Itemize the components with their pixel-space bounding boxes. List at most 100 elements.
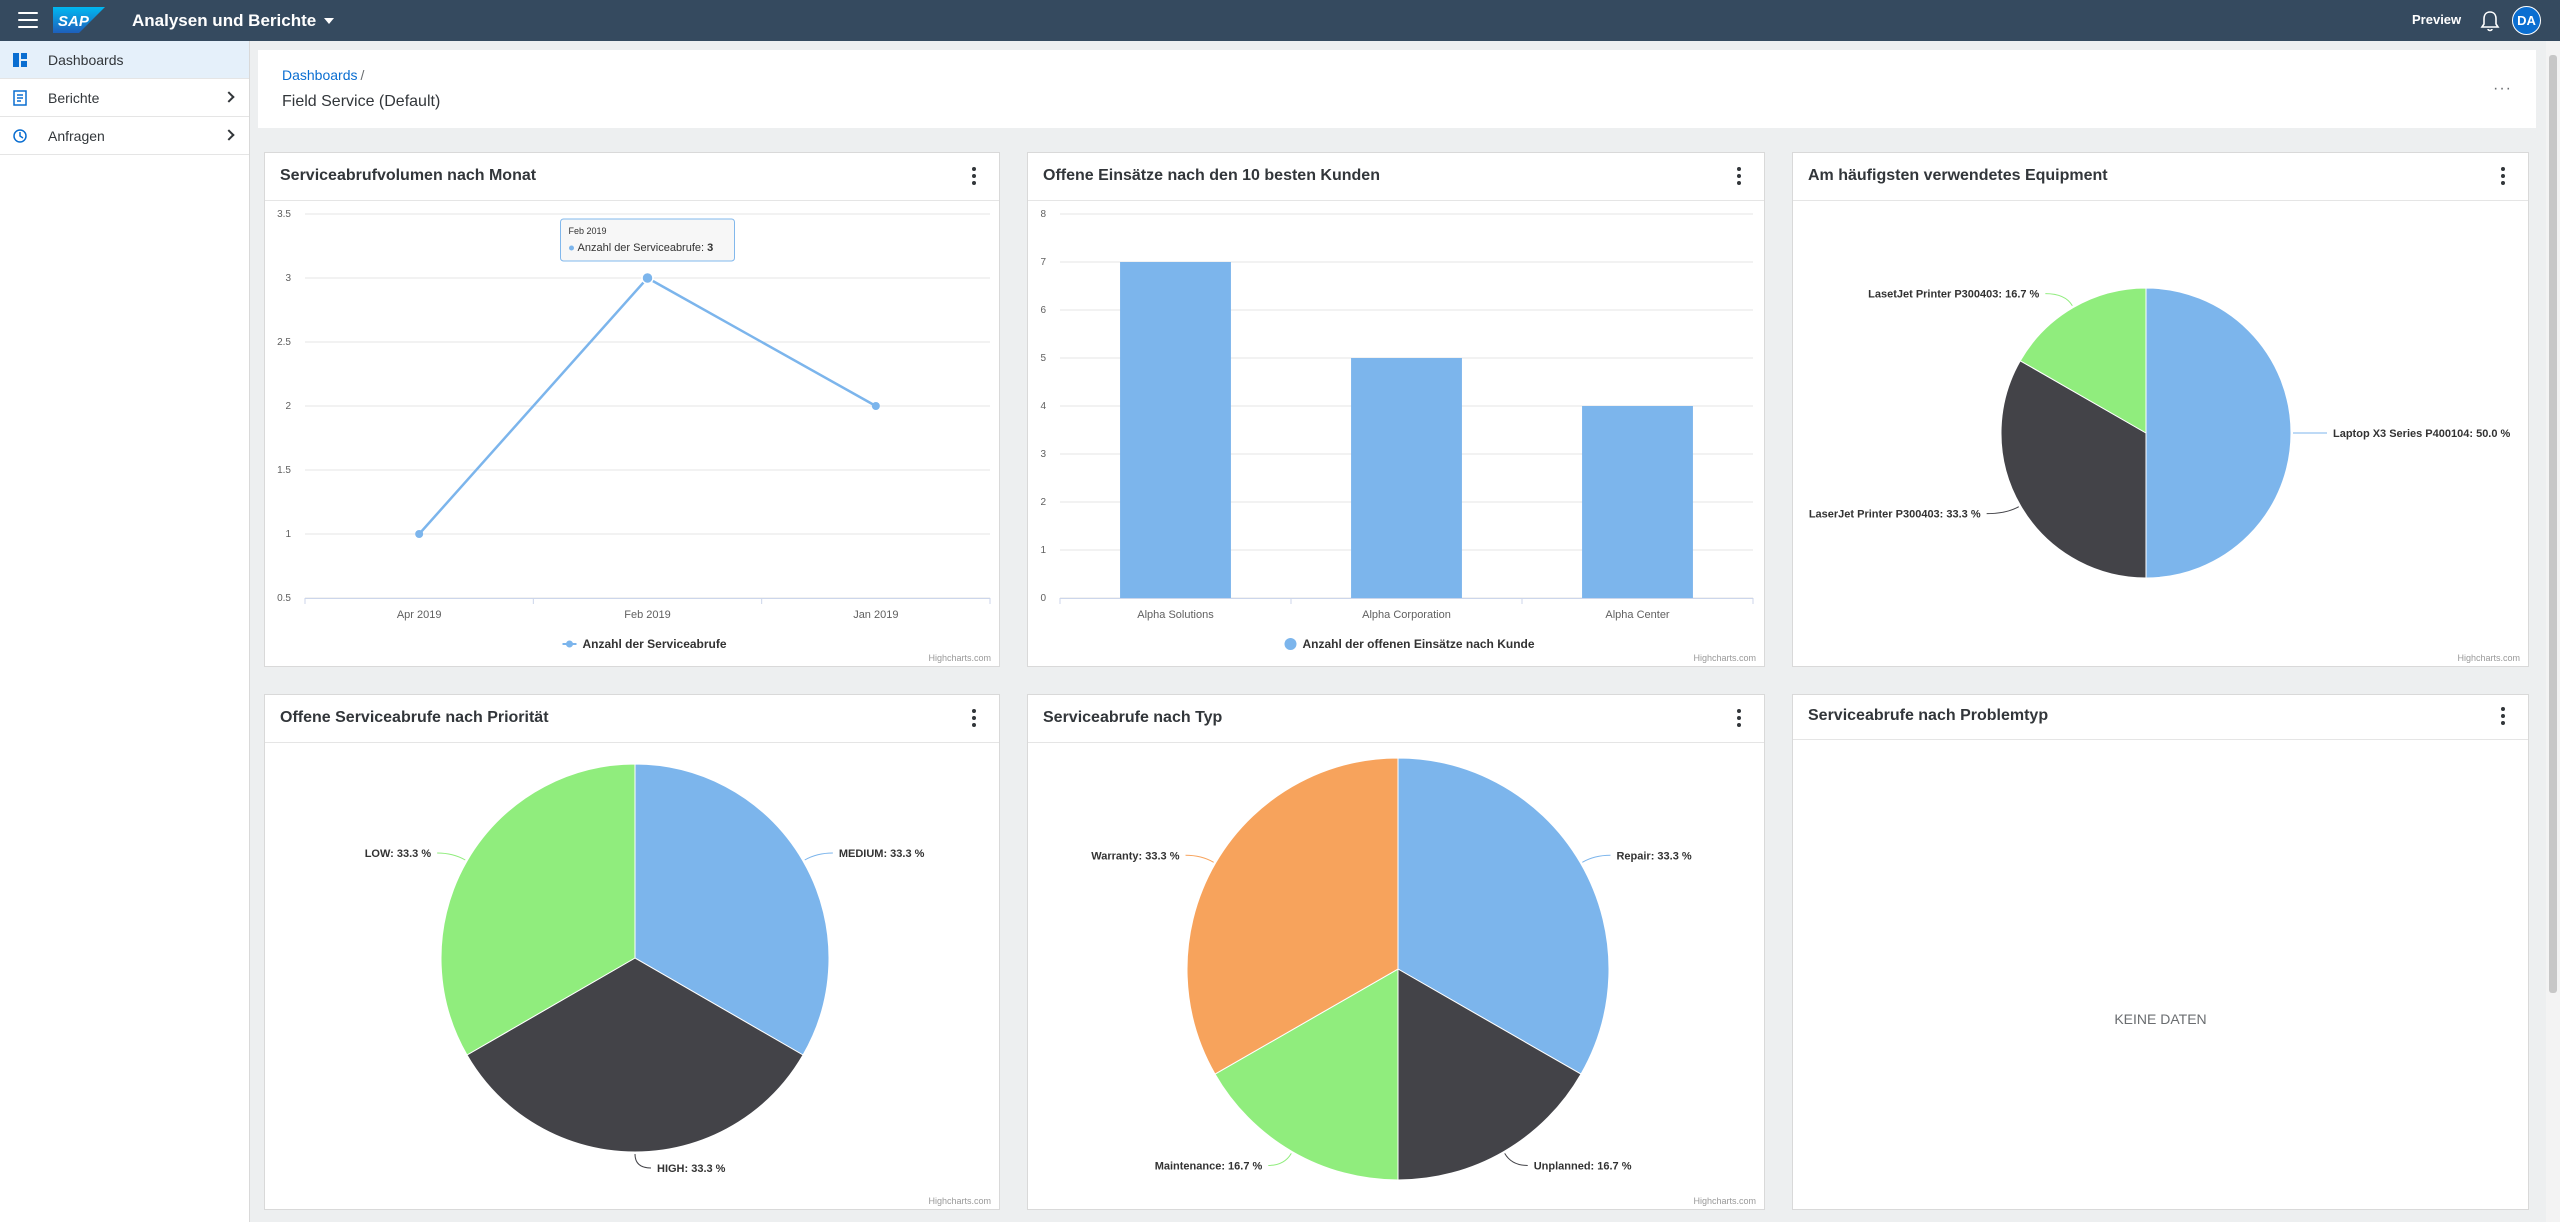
pie-slice — [2145, 287, 2292, 579]
pie-slice — [1214, 968, 1399, 1181]
card-header: Serviceabrufvolumen nach Monat — [265, 153, 999, 201]
x-tick-label: Alpha Solutions — [1137, 609, 1214, 621]
legend-marker — [1284, 638, 1297, 650]
card-body: 0 1 2 3 4 5 6 7 8 Alpha Solutions Alpha Corporatio… — [1028, 202, 1764, 666]
card-title: Serviceabrufe nach Typ — [1043, 709, 1223, 726]
card-body: KEINE DATEN — [1793, 741, 2528, 1209]
pie-chart: Repair: 33.3 % Unplanned: 16.7 % Maintenan… — [1091, 757, 1692, 1181]
card-header: Serviceabrufe nach Typ — [1028, 695, 1764, 743]
connector-line — [1504, 1153, 1528, 1166]
data-label: Repair: 33.3 % — [1616, 850, 1691, 862]
chevron-right-icon — [223, 91, 235, 103]
sidebar-item-label: Dashboards — [48, 51, 124, 68]
preview-button[interactable]: Preview — [2412, 12, 2462, 27]
tooltip-box — [560, 218, 735, 262]
more-options-button[interactable]: ··· — [2493, 80, 2512, 97]
scrollbar-thumb[interactable] — [2549, 55, 2557, 993]
pie-chart: Laptop X3 Series P400104: 50.0 % LaserJet… — [1809, 287, 2511, 579]
kebab-menu-icon[interactable] — [1736, 167, 1742, 187]
scrollbar[interactable] — [2546, 41, 2560, 1222]
card-header: Offene Einsätze nach den 10 besten Kunde… — [1028, 153, 1764, 201]
y-tick-label: 0.5 — [277, 593, 291, 604]
kebab-menu-icon[interactable] — [971, 709, 977, 729]
bar-chart: 0 1 2 3 4 5 6 7 8 Alpha Solutions Alpha Corporatio… — [1040, 209, 1754, 651]
card-header: Serviceabrufe nach Problemtyp — [1793, 695, 2528, 740]
sidebar-item-label: Anfragen — [48, 127, 105, 144]
x-tick-label: Apr 2019 — [397, 609, 442, 621]
y-tick-label: 4 — [1040, 401, 1046, 412]
connector-line — [437, 852, 466, 861]
side-navigation: Dashboards Berichte Anfragen — [0, 41, 250, 1222]
chart-credits[interactable]: Highcharts.com — [928, 653, 991, 663]
kebab-menu-icon[interactable] — [1736, 709, 1742, 729]
card-equipment: Am häufigsten verwendetes Equipment Lapt… — [1792, 152, 2529, 667]
y-tick-label: 0 — [1040, 593, 1046, 604]
connector-line — [804, 852, 833, 861]
app-title-menu[interactable]: Analysen und Berichte — [132, 11, 335, 31]
card-body: MEDIUM: 33.3 % HIGH: 33.3 % LOW: 33.3 % Hi… — [265, 744, 999, 1209]
line-chart: 0.5 1 1.5 2 2.5 3 3.5 Apr 2019 Feb 2019 Jan 2019 F… — [277, 209, 991, 651]
breadcrumb-link-dashboards[interactable]: Dashboards — [282, 67, 358, 83]
pie-slice — [2000, 360, 2147, 579]
chart-credits[interactable]: Highcharts.com — [1693, 1196, 1756, 1206]
no-data-message: KEINE DATEN — [2114, 1011, 2207, 1027]
sidebar-item-dashboards[interactable]: Dashboards — [0, 41, 249, 79]
data-label: LOW: 33.3 % — [365, 848, 432, 860]
tooltip-category: Feb 2019 — [569, 226, 607, 236]
menu-icon[interactable] — [18, 12, 38, 29]
y-tick-label: 6 — [1040, 305, 1046, 316]
card-title: Offene Einsätze nach den 10 besten Kunde… — [1043, 167, 1380, 184]
card-body: Repair: 33.3 % Unplanned: 16.7 % Maintenan… — [1028, 744, 1764, 1209]
data-point — [871, 402, 880, 410]
kebab-menu-icon[interactable] — [2500, 707, 2506, 727]
x-tick-label: Alpha Corporation — [1362, 609, 1451, 621]
kebab-menu-icon[interactable] — [2500, 167, 2506, 187]
y-tick-label: 7 — [1040, 257, 1046, 268]
bell-icon[interactable] — [2480, 10, 2500, 32]
data-label: Maintenance: 16.7 % — [1155, 1160, 1263, 1172]
kebab-menu-icon[interactable] — [971, 167, 977, 187]
card-serviceabrufvolumen: Serviceabrufvolumen nach Monat 0.5 1 1.5 2 2… — [264, 152, 1000, 667]
avatar[interactable]: DA — [2512, 6, 2541, 35]
card-header: Am häufigsten verwendetes Equipment — [1793, 153, 2528, 201]
request-icon — [13, 129, 27, 143]
pie-slice — [1186, 757, 1399, 1075]
connector-line — [1582, 854, 1611, 863]
y-tick-label: 1.5 — [277, 465, 291, 476]
sap-logo-text: SAP — [58, 13, 90, 30]
bar — [1582, 406, 1693, 598]
tooltip-marker — [569, 245, 574, 251]
sidebar-item-anfragen[interactable]: Anfragen — [0, 117, 249, 155]
y-tick-label: 3 — [1040, 449, 1046, 460]
sidebar-item-berichte[interactable]: Berichte — [0, 79, 249, 117]
card-header: Offene Serviceabrufe nach Priorität — [265, 695, 999, 743]
data-label: MEDIUM: 33.3 % — [839, 848, 925, 860]
connector-line — [634, 1153, 652, 1169]
report-icon — [13, 90, 27, 106]
bar — [1120, 262, 1231, 598]
caret-down-icon — [324, 18, 335, 24]
app-title: Analysen und Berichte — [132, 11, 317, 30]
x-tick-label: Feb 2019 — [624, 609, 670, 621]
chevron-right-icon — [223, 129, 235, 141]
data-label: LaserJet Printer P300403: 33.3 % — [1809, 509, 1981, 521]
pie-chart: MEDIUM: 33.3 % HIGH: 33.3 % LOW: 33.3 % — [365, 763, 925, 1175]
dashboard-icon — [13, 53, 27, 67]
pie-slice — [634, 763, 830, 1056]
card-prioritaet: Offene Serviceabrufe nach Priorität MEDI… — [264, 694, 1000, 1210]
tooltip-label: Anzahl der Serviceabrufe: 3 — [578, 242, 714, 254]
sap-logo[interactable]: SAP — [53, 7, 105, 33]
card-title: Am häufigsten verwendetes Equipment — [1808, 167, 2108, 184]
data-label: Unplanned: 16.7 % — [1534, 1160, 1632, 1172]
legend-label: Anzahl der offenen Einsätze nach Kunde — [1303, 637, 1535, 651]
breadcrumb: Dashboards / — [282, 67, 364, 83]
chart-credits[interactable]: Highcharts.com — [928, 1196, 991, 1206]
pie-slice — [1397, 968, 1582, 1181]
chart-credits[interactable]: Highcharts.com — [2457, 653, 2520, 663]
connector-line — [1268, 1153, 1292, 1166]
x-tick-label: Alpha Center — [1605, 609, 1670, 621]
tooltip-value: 3 — [707, 242, 713, 254]
card-problemtyp: Serviceabrufe nach Problemtyp KEINE DATE… — [1792, 694, 2529, 1210]
card-title: Serviceabrufvolumen nach Monat — [280, 167, 537, 184]
chart-credits[interactable]: Highcharts.com — [1693, 653, 1756, 663]
